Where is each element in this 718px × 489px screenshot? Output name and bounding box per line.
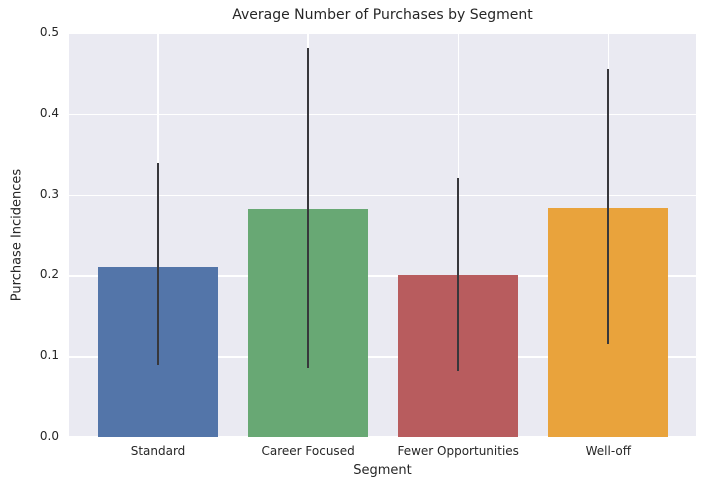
gridline-horizontal [69, 194, 696, 196]
x-tick-label-career-focused: Career Focused [261, 444, 355, 458]
y-tick-label: 0.5 [39, 25, 59, 39]
gridline-horizontal [69, 33, 696, 35]
plot-area [69, 33, 696, 437]
y-tick-label: 0.0 [39, 429, 59, 443]
x-tick-label-standard: Standard [130, 444, 186, 458]
x-tick-label-well-off: Well-off [585, 444, 631, 458]
error-bar-well-off [607, 69, 610, 345]
y-tick-label: 0.4 [39, 105, 59, 120]
x-axis-label: Segment [353, 463, 412, 478]
gridline-horizontal [69, 275, 696, 277]
x-tick-label-fewer-opportunities: Fewer Opportunities [397, 444, 519, 458]
y-tick-label: 0.3 [39, 186, 59, 201]
gridline-horizontal [69, 356, 696, 358]
gridline-horizontal [69, 113, 696, 116]
error-bar-standard [156, 163, 160, 366]
y-tick-label: 0.2 [39, 267, 59, 282]
error-bar-fewer-opportunities [457, 177, 460, 371]
chart-title: Average Number of Purchases by Segment [232, 7, 533, 23]
gridline-horizontal [69, 435, 696, 437]
y-tick-label: 0.1 [39, 348, 59, 363]
error-bar-career-focused [307, 47, 310, 369]
